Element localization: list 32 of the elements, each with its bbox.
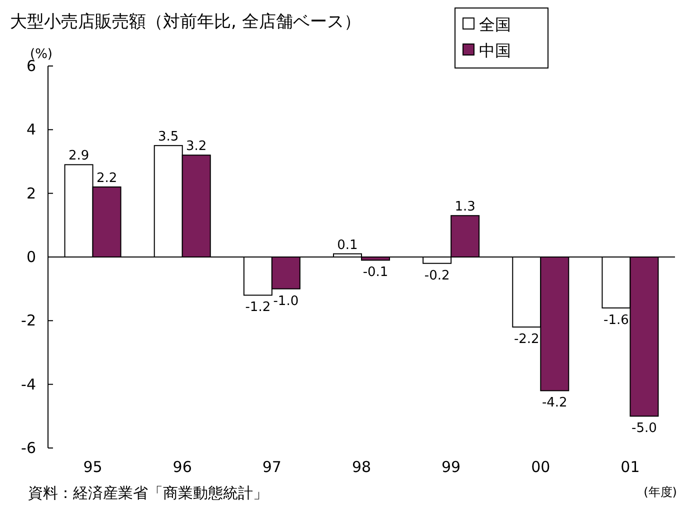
y-tick-label: -2 [21,312,36,330]
y-tick-label: 2 [26,184,36,202]
legend-label: 全国 [479,15,511,34]
x-tick-label: 00 [531,458,550,476]
data-label: -5.0 [632,421,657,436]
data-label: 3.5 [158,130,179,145]
data-label: -2.2 [514,332,540,348]
x-tick-label: 01 [620,458,640,476]
y-tick-label: -4 [21,375,36,394]
legend-label: 中国 [479,41,511,60]
x-tick-label: 96 [172,458,192,476]
y-tick-label: 0 [26,248,36,266]
data-label: -0.2 [424,268,450,284]
data-label: 2.2 [96,170,118,186]
data-label: -1.0 [273,294,299,309]
data-label: 2.9 [68,148,90,164]
data-label: 3.2 [186,139,207,154]
data-label: 0.1 [337,238,358,253]
data-label: -4.2 [542,396,568,411]
x-tick-label: 99 [442,458,461,476]
x-axis-title: (年度) [644,485,677,499]
x-tick-label: 95 [83,458,102,476]
data-label: -1.2 [245,300,271,316]
y-tick-label: 4 [26,120,36,139]
x-tick-label: 97 [262,458,282,476]
chart-title: 大型小売店販売額（対前年比, 全店舗ベース） [10,12,361,32]
text: 資料：経済産業省「商業動態統計」 [28,484,268,502]
data-label: 1.3 [454,200,476,215]
x-tick-label: 98 [352,458,372,476]
data-label: -0.1 [362,265,388,280]
y-tick-label: -6 [21,439,36,457]
data-label: -1.6 [604,312,629,328]
